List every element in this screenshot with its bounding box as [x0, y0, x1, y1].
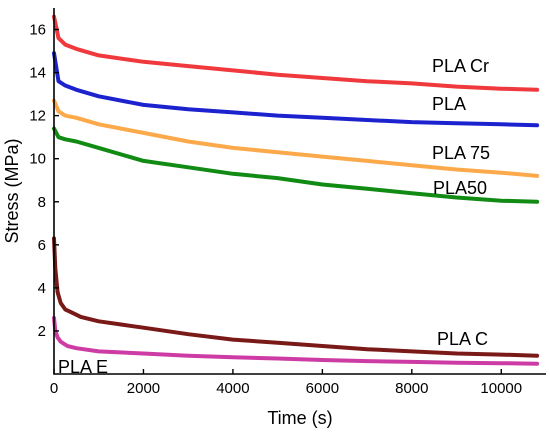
x-tick-label: 0	[50, 380, 58, 397]
y-tick-label: 14	[29, 65, 46, 82]
y-tick-label: 10	[29, 151, 46, 168]
x-axis-title: Time (s)	[267, 408, 332, 428]
x-tick-label: 8000	[395, 380, 428, 397]
series-line-pla-e	[52, 316, 540, 366]
x-tick-label: 4000	[216, 380, 249, 397]
series-label-pla50: PLA50	[433, 178, 487, 198]
series-label-pla-c: PLA C	[437, 329, 488, 349]
x-tick-label: 2000	[127, 380, 160, 397]
x-axis-ticks: 0 2000 4000 6000 8000 10000	[50, 369, 522, 397]
y-tick-label: 2	[38, 323, 46, 340]
plot-area	[52, 14, 540, 366]
series-line-pla50	[52, 126, 540, 204]
y-tick-label: 4	[38, 280, 46, 297]
y-tick-label: 8	[38, 194, 46, 211]
series-labels: PLA Cr PLA PLA 75 PLA50 PLA C PLA E	[58, 56, 490, 377]
y-axis-ticks: 2 4 6 8 10 12 14 16	[29, 22, 59, 340]
series-line-pla-c	[52, 236, 540, 358]
series-line-pla	[52, 51, 540, 128]
series-label-pla-cr: PLA Cr	[432, 56, 489, 76]
x-tick-label: 10000	[480, 380, 522, 397]
y-tick-label: 16	[29, 22, 46, 39]
series-line-pla-75	[52, 98, 540, 178]
series-label-pla: PLA	[432, 94, 466, 114]
x-tick-label: 6000	[306, 380, 339, 397]
series-line-pla-cr	[52, 14, 540, 92]
series-label-pla-75: PLA 75	[432, 143, 490, 163]
y-tick-label: 12	[29, 108, 46, 125]
y-axis-title: Stress (MPa)	[2, 138, 22, 243]
y-tick-label: 6	[38, 237, 46, 254]
series-label-pla-e: PLA E	[58, 357, 108, 377]
